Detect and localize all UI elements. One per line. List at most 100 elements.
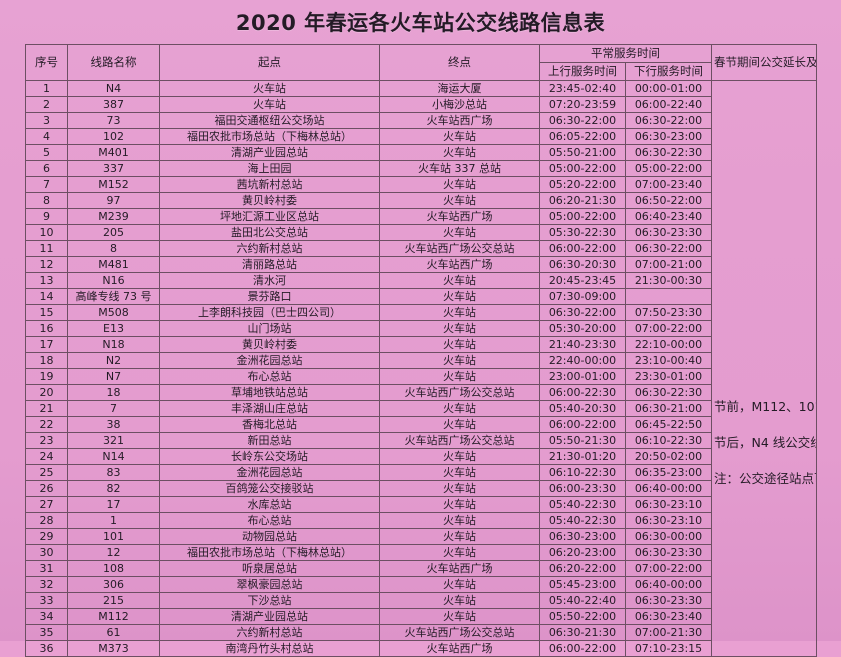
table-row: 14 高峰专线 73 号景芬路口 火车站 07:30-09:00 [25,288,817,305]
table-row: 32 306 翠枫豪园总站 火车站 05:45-23:00 06:40-00:00 [25,576,817,593]
row-up-time: 06:00-22:00 [539,640,626,657]
header-up-service-time: 上行服务时间 [539,62,626,81]
row-destination: 火车站 [379,528,540,545]
row-route-name: N18 [67,336,160,353]
table-row: 34 M112 清湖产业园总站 火车站 05:50-22:00 06:30-23:40 [25,608,817,625]
holiday-note-paragraph: 节前，M112、101、M508、M239、337、205 线等 6 条公交线路… [714,399,816,414]
row-destination: 火车站 [379,224,540,241]
row-up-time: 06:30-20:30 [539,256,626,273]
row-up-time: 06:00-22:00 [539,416,626,433]
row-index: 33 [25,592,68,609]
row-index: 19 [25,368,68,385]
row-destination: 火车站 [379,352,540,369]
row-index: 30 [25,544,68,561]
row-up-time: 23:00-01:00 [539,368,626,385]
row-up-time: 05:30-22:30 [539,224,626,241]
row-origin: 盐田北公交总站 [159,224,380,241]
table-row: 18 N2 金洲花园总站 火车站 22:40-00:00 23:10-00:40 [25,352,817,369]
row-route-name: N4 [67,80,160,97]
row-route-name: 61 [67,624,160,641]
row-origin: 清湖产业园总站 [159,608,380,625]
row-index: 13 [25,272,68,289]
row-destination: 火车站西广场公交总站 [379,240,540,257]
table-row: 20 18 草埔地铁站总站 火车站西广场公交总站 06:00-22:30 06:30-22… [25,384,817,401]
row-origin: 百鸽笼公交接驳站 [159,480,380,497]
row-destination: 火车站 [379,336,540,353]
row-up-time: 05:40-22:30 [539,496,626,513]
row-origin: 布心总站 [159,512,380,529]
row-down-time: 06:30-23:30 [625,544,712,561]
row-down-time: 06:30-00:00 [625,528,712,545]
row-route-name: N16 [67,272,160,289]
row-origin: 火车站 [159,96,380,113]
row-down-time: 06:30-22:30 [625,384,712,401]
row-route-name: 102 [67,128,160,145]
row-up-time: 05:30-20:00 [539,320,626,337]
row-index: 3 [25,112,68,129]
row-origin: 清丽路总站 [159,256,380,273]
row-down-time: 06:45-22:50 [625,416,712,433]
row-down-time: 20:50-02:00 [625,448,712,465]
row-index: 6 [25,160,68,177]
row-origin: 翠枫豪园总站 [159,576,380,593]
row-down-time: 06:30-22:00 [625,240,712,257]
row-index: 21 [25,400,68,417]
row-up-time: 06:00-22:30 [539,384,626,401]
row-index: 23 [25,432,68,449]
row-destination: 火车站西广场公交总站 [379,384,540,401]
row-route-name: M112 [67,608,160,625]
row-destination: 火车站 [379,496,540,513]
row-down-time: 06:00-22:40 [625,96,712,113]
row-route-name: 101 [67,528,160,545]
row-route-name: 73 [67,112,160,129]
row-index: 22 [25,416,68,433]
row-origin: 福田交通枢纽公交场站 [159,112,380,129]
row-destination: 火车站西广场 [379,640,540,657]
row-down-time: 23:10-00:40 [625,352,712,369]
row-destination: 火车站 [379,512,540,529]
row-destination: 火车站西广场 [379,208,540,225]
table-header: 序号 线路名称 起点 终点 平常服务时间 春节期间公交延长及增开信息 上行服务时… [25,44,817,81]
row-destination: 火车站 [379,192,540,209]
row-route-name: 205 [67,224,160,241]
row-up-time: 06:00-22:00 [539,240,626,257]
row-index: 4 [25,128,68,145]
row-down-time: 06:30-23:00 [625,128,712,145]
header-index: 序号 [25,44,68,81]
row-up-time: 05:00-22:00 [539,208,626,225]
row-destination: 火车站 [379,128,540,145]
header-down-service-time: 下行服务时间 [625,62,712,81]
holiday-note-body: 节前，M112、101、M508、M239、337、205 线等 6 条公交线路… [714,249,816,488]
row-route-name: 387 [67,96,160,113]
row-route-name: 215 [67,592,160,609]
row-route-name: 12 [67,544,160,561]
row-down-time: 06:40-23:40 [625,208,712,225]
row-up-time: 06:30-23:00 [539,528,626,545]
row-route-name: 321 [67,432,160,449]
row-origin: 六约新村总站 [159,240,380,257]
row-route-name: 17 [67,496,160,513]
row-destination: 火车站 [379,592,540,609]
row-up-time: 07:20-23:59 [539,96,626,113]
row-route-name: 18 [67,384,160,401]
table-body: 1 N4 火车站 海运大厦 23:45-02:40 00:00-01:00 节前，M112、… [25,80,817,657]
row-index: 2 [25,96,68,113]
row-origin: 丰泽湖山庄总站 [159,400,380,417]
table-row: 24 N14 长岭东公交场站 火车站 21:30-01:20 20:50-02:00 [25,448,817,465]
row-up-time: 06:20-22:00 [539,560,626,577]
row-down-time: 22:10-00:00 [625,336,712,353]
row-index: 15 [25,304,68,321]
table-row: 1 N4 火车站 海运大厦 23:45-02:40 00:00-01:00 节前，M112、… [25,80,817,657]
row-origin: 上李朗科技园（巴士四公司） [159,304,380,321]
row-up-time: 05:40-20:30 [539,400,626,417]
row-destination: 火车站西广场公交总站 [379,624,540,641]
row-index: 34 [25,608,68,625]
row-index: 8 [25,192,68,209]
row-down-time: 23:30-01:00 [625,368,712,385]
table-row: 33 215 下沙总站 火车站 05:40-22:40 06:30-23:30 [25,592,817,609]
row-origin: 茜坑新村总站 [159,176,380,193]
row-index: 29 [25,528,68,545]
row-down-time: 07:00-23:40 [625,176,712,193]
row-origin: 水库总站 [159,496,380,513]
row-destination: 火车站 [379,368,540,385]
